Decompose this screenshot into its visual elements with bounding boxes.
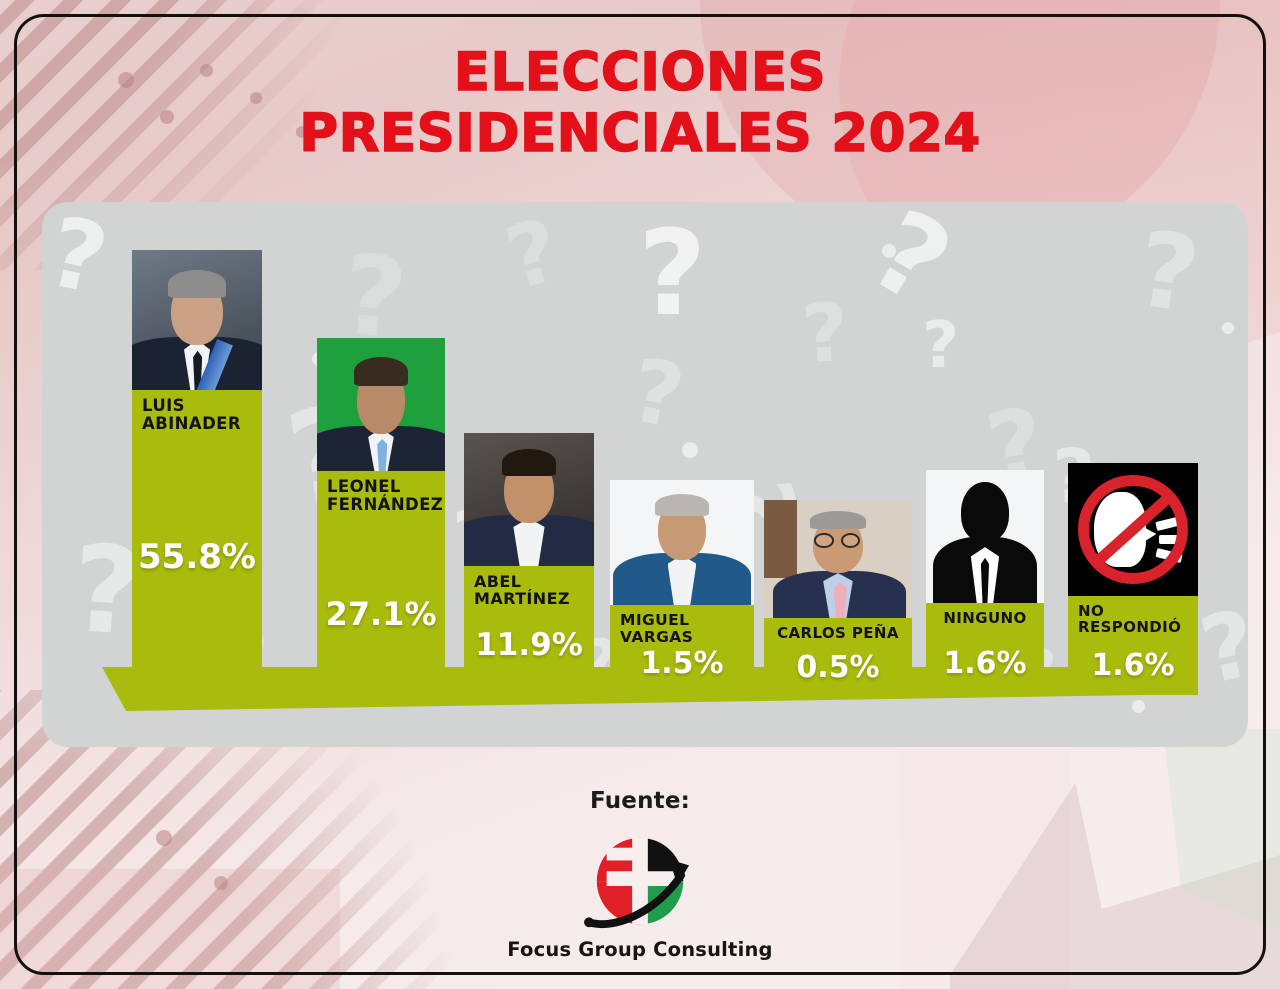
- bar-abel-martinez: ABEL MARTÍNEZ 11.9%: [464, 566, 594, 695]
- bar-label-miguel-vargas: MIGUEL VARGAS: [620, 611, 694, 646]
- anonymous-silhouette-icon: [926, 470, 1044, 603]
- bar-column-leonel-fernandez[interactable]: LEONEL FERNÁNDEZ 27.1%: [317, 338, 445, 695]
- bar-label-no-respondio: NO RESPONDIÓ: [1078, 602, 1182, 637]
- bar-column-ninguno[interactable]: NINGUNO 1.6%: [926, 470, 1044, 695]
- bar-value-leonel-fernandez: 27.1%: [325, 595, 437, 633]
- photo-leonel-fernandez: [317, 338, 445, 471]
- bar-chart: LUIS ABINADER 55.8% LEONEL: [42, 202, 1248, 747]
- bar-value-no-respondio: 1.6%: [1091, 648, 1175, 683]
- question-mark-icon: ?: [922, 309, 960, 383]
- bar-no-respondio: NO RESPONDIÓ 1.6%: [1068, 596, 1198, 695]
- no-speaking-icon: [1068, 463, 1198, 596]
- bar-column-luis-abinader[interactable]: LUIS ABINADER 55.8%: [132, 250, 262, 695]
- focus-group-consulting-logo: [571, 832, 709, 938]
- bar-carlos-pena: CARLOS PEÑA 0.5%: [764, 618, 912, 695]
- source-label: Fuente:: [589, 788, 691, 814]
- bar-column-no-respondio[interactable]: NO RESPONDIÓ 1.6%: [1068, 463, 1198, 695]
- bar-miguel-vargas: MIGUEL VARGAS 1.5%: [610, 605, 754, 695]
- bar-column-abel-martinez[interactable]: ABEL MARTÍNEZ 11.9%: [464, 433, 594, 695]
- bar-leonel-fernandez: LEONEL FERNÁNDEZ 27.1%: [317, 471, 445, 695]
- poster-border-frame: [14, 14, 1266, 975]
- bar-value-abel-martinez: 11.9%: [475, 627, 583, 663]
- page-title: ELECCIONES PRESIDENCIALES 2024: [0, 41, 1280, 166]
- bar-luis-abinader: LUIS ABINADER 55.8%: [132, 390, 262, 695]
- chart-panel: ? ? ? ? ? ? ? ? ? ? ? ? ? ? ? ? ? ? ? ? …: [42, 202, 1248, 747]
- bar-ninguno: NINGUNO 1.6%: [926, 603, 1044, 695]
- bar-label-ninguno: NINGUNO: [943, 609, 1027, 627]
- photo-abel-martinez: [464, 433, 594, 566]
- decor-dot: [1222, 322, 1234, 334]
- organization-name: Focus Group Consulting: [507, 938, 773, 961]
- bar-label-leonel-fernandez: LEONEL FERNÁNDEZ: [327, 477, 444, 514]
- decor-dot: [682, 442, 698, 458]
- bar-column-miguel-vargas[interactable]: MIGUEL VARGAS 1.5%: [610, 480, 754, 695]
- title-line-1: ELECCIONES: [453, 41, 827, 104]
- bar-label-luis-abinader: LUIS ABINADER: [142, 396, 241, 433]
- photo-miguel-vargas: [610, 480, 754, 605]
- decor-dot: [882, 244, 896, 258]
- decor-dot: [1132, 700, 1145, 713]
- photo-carlos-pena: [764, 500, 912, 618]
- question-mark-icon: ?: [638, 204, 707, 342]
- photo-luis-abinader: [132, 250, 262, 390]
- bar-label-abel-martinez: ABEL MARTÍNEZ: [474, 572, 570, 609]
- bar-value-luis-abinader: 55.8%: [138, 537, 256, 577]
- bar-value-ninguno: 1.6%: [943, 646, 1027, 681]
- title-line-2: PRESIDENCIALES 2024: [298, 103, 981, 166]
- bar-label-carlos-pena: CARLOS PEÑA: [777, 624, 899, 642]
- bar-column-carlos-pena[interactable]: CARLOS PEÑA 0.5%: [764, 500, 912, 695]
- bar-value-carlos-pena: 0.5%: [796, 650, 880, 685]
- bar-value-miguel-vargas: 1.5%: [640, 646, 724, 681]
